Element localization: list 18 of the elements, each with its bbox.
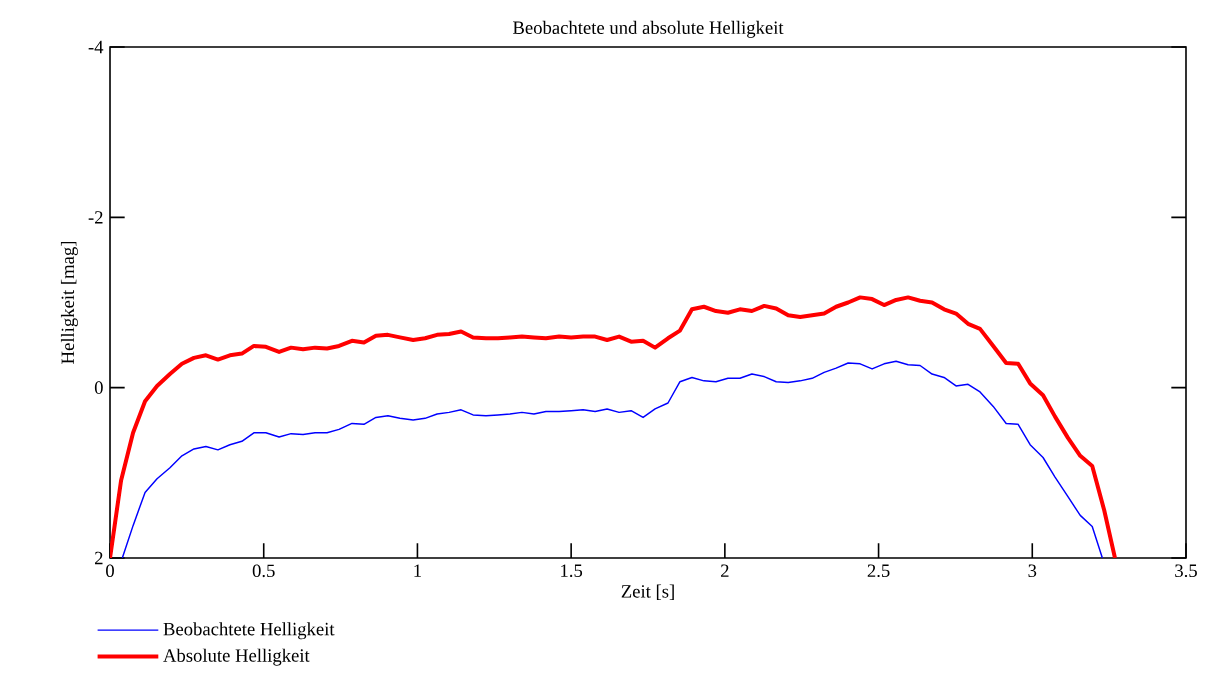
y-tick-label: -4: [88, 40, 104, 54]
legend-label: Absolute Helligkeit: [163, 648, 310, 666]
x-tick-label: 3: [1028, 564, 1037, 578]
y-tick-label: 2: [95, 551, 103, 565]
x-tick-label: 2: [721, 564, 729, 577]
x-tick-label: 0.5: [252, 564, 275, 578]
y-tick-label: -2: [88, 211, 103, 224]
x-tick-label: 3.5: [1175, 564, 1197, 578]
line-series: [121, 360, 1104, 558]
x-tick-label: 0: [106, 564, 114, 578]
x-tick-label: 2.5: [867, 564, 890, 578]
x-tick-label: 1.5: [561, 564, 583, 578]
chart-title: Beobachtete und absolute Helligkeit: [512, 20, 784, 38]
x-axis-title: Zeit [s]: [621, 584, 674, 600]
y-axis-title: Helligkeit [mag]: [60, 241, 78, 364]
y-tick-label: 0: [94, 381, 103, 394]
legend-label: Beobachtete Helligkeit: [163, 622, 335, 640]
x-tick-label: 1: [414, 564, 421, 577]
